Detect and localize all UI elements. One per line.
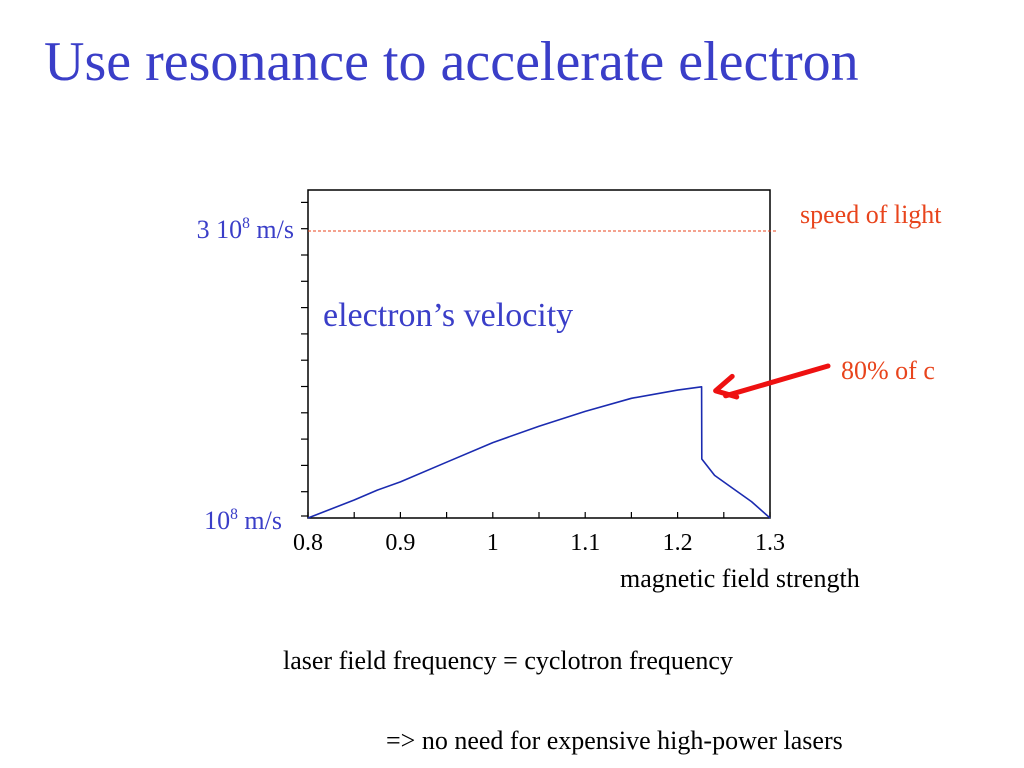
annotation-80-percent: 80% of c	[841, 356, 935, 385]
series-label: electron’s velocity	[323, 297, 574, 334]
x-tick-label: 1.3	[755, 530, 785, 556]
plot-frame	[307, 189, 771, 519]
speed-of-light-label: speed of light	[800, 200, 942, 229]
slide-title: Use resonance to accelerate electron	[44, 31, 859, 93]
note-no-lasers: => no need for expensive high-power lase…	[386, 726, 843, 755]
annotation-arrowhead	[713, 373, 740, 400]
x-tick-label: 0.8	[293, 530, 323, 556]
velocity-series-line	[307, 385, 771, 519]
x-tick-label: 1.1	[570, 530, 600, 556]
x-tick-label: 1.2	[663, 530, 693, 556]
x-tick-label: 0.9	[385, 530, 415, 556]
x-axis-title: magnetic field strength	[620, 564, 860, 593]
annotation-arrow	[723, 363, 831, 399]
x-tick-label: 1	[487, 530, 499, 556]
note-resonance: laser field frequency = cyclotron freque…	[283, 646, 733, 675]
y-tick-label-bottom: 108 m/s	[204, 505, 282, 535]
y-tick-label-top: 3 108 m/s	[196, 214, 294, 244]
